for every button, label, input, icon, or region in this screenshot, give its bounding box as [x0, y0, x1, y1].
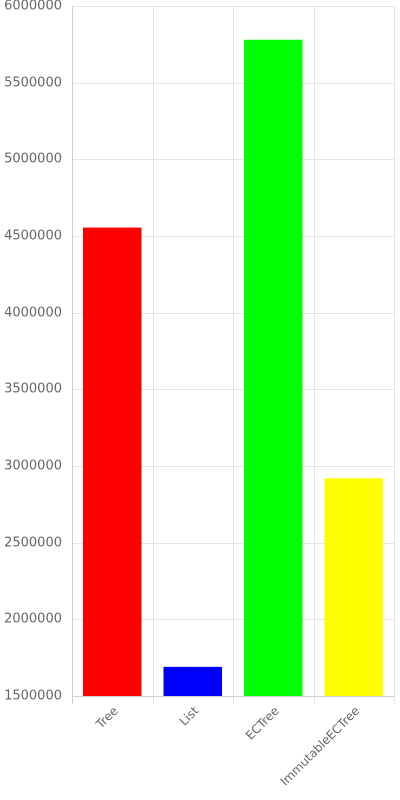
bars [83, 39, 383, 697]
x-tick-label: ECTree [243, 704, 282, 743]
bar-immutableectree [324, 478, 383, 696]
y-tick-label: 5000000 [4, 152, 62, 167]
y-tick-label: 2000000 [4, 612, 62, 627]
y-tick-label: 4500000 [4, 229, 62, 244]
x-tick-label: List [177, 703, 202, 728]
bar-list [163, 666, 222, 696]
y-tick-label: 4000000 [4, 306, 62, 321]
y-tick-label: 3500000 [4, 382, 62, 397]
x-tick-label: Tree [93, 704, 121, 732]
y-tick-label: 1500000 [4, 689, 62, 704]
axes [72, 6, 394, 704]
x-tick-label: ImmutableECTree [278, 704, 363, 789]
y-tick-label: 5500000 [4, 76, 62, 91]
y-tick-label: 3000000 [4, 459, 62, 474]
bar-ectree [244, 39, 303, 697]
y-tick-label: 6000000 [4, 0, 62, 14]
y-tick-label: 2500000 [4, 536, 62, 551]
bar-tree [83, 227, 142, 696]
